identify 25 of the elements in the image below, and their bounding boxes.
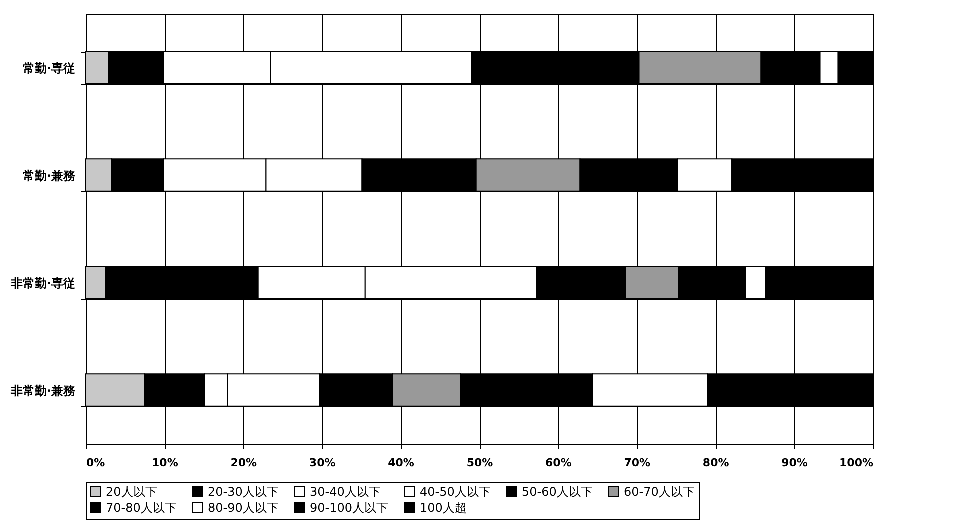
x-tick-label: 10% xyxy=(152,456,178,470)
x-tick-label: 100% xyxy=(840,456,874,470)
x-tick-label: 50% xyxy=(466,456,494,470)
x-tick-label: 30% xyxy=(309,456,336,470)
legend-label: 40-50人以下 xyxy=(420,485,491,499)
x-tick-label: 80% xyxy=(702,456,730,470)
x-tick-label: 90% xyxy=(782,456,808,470)
legend-label: 70-80人以下 xyxy=(106,501,177,515)
y-tick-label: 非常勤·専従 xyxy=(10,276,76,290)
legend-label: 60-70人以下 xyxy=(624,485,695,499)
legend-label: 90-100人以下 xyxy=(310,501,389,515)
legend-label: 20人以下 xyxy=(106,485,158,499)
legend-label: 20-30人以下 xyxy=(208,485,279,499)
x-tick-label: 60% xyxy=(546,456,572,470)
y-tick-label: 常勤·兼務 xyxy=(22,168,76,183)
x-tick-label: 20% xyxy=(230,456,258,470)
x-tick-label: 0% xyxy=(86,456,106,470)
x-tick-label: 40% xyxy=(388,456,414,470)
y-tick-label: 非常勤·兼務 xyxy=(10,384,76,398)
legend-label: 100人超 xyxy=(420,501,467,515)
legend-label: 30-40人以下 xyxy=(310,485,381,499)
legend-label: 50-60人以下 xyxy=(522,485,593,499)
y-tick-label: 常勤·専従 xyxy=(22,61,76,76)
legend-label: 80-90人以下 xyxy=(208,501,279,515)
x-tick-label: 70% xyxy=(624,456,651,470)
